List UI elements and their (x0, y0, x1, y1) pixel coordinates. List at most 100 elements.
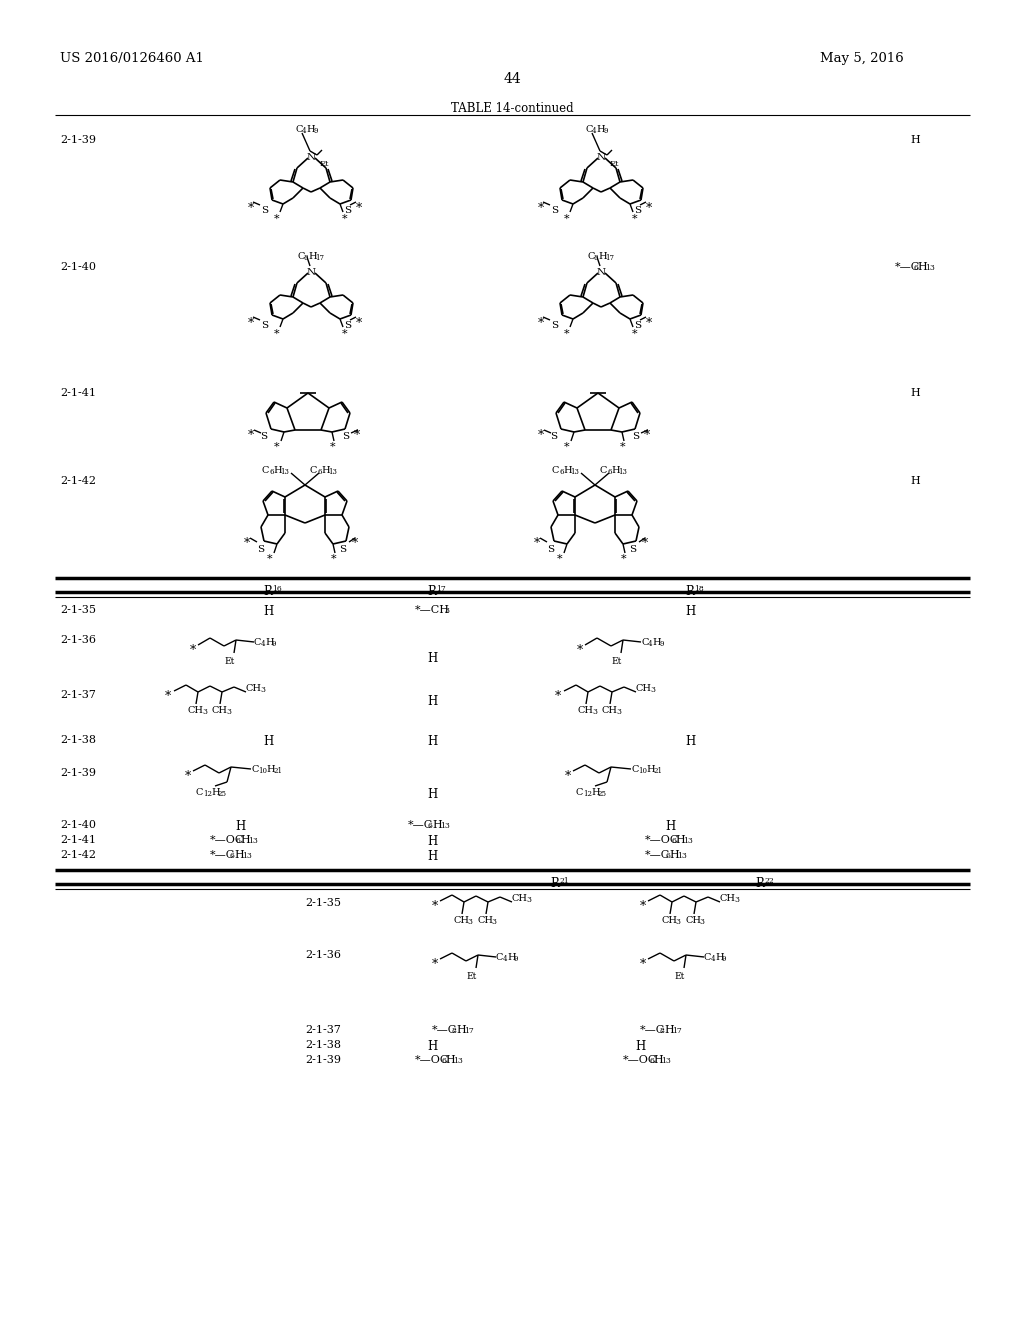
Text: H: H (308, 252, 316, 261)
Text: 2-1-41: 2-1-41 (60, 836, 96, 845)
Text: 13: 13 (677, 851, 687, 861)
Text: *: * (274, 442, 280, 451)
Text: 3: 3 (260, 686, 265, 694)
Text: C: C (641, 638, 648, 647)
Text: *: * (331, 554, 337, 564)
Text: 8: 8 (304, 253, 308, 261)
Text: 9: 9 (514, 954, 518, 964)
Text: 6: 6 (269, 469, 273, 477)
Text: *: * (538, 429, 544, 442)
Text: 4: 4 (592, 127, 597, 135)
Text: *: * (356, 317, 362, 330)
Text: *: * (165, 690, 171, 704)
Text: R: R (551, 876, 559, 890)
Text: 2-1-35: 2-1-35 (60, 605, 96, 615)
Text: 3: 3 (675, 917, 680, 927)
Text: 3: 3 (734, 896, 739, 904)
Text: 13: 13 (440, 822, 450, 830)
Text: H: H (234, 820, 245, 833)
Text: 13: 13 (683, 837, 693, 845)
Text: H: H (635, 1040, 645, 1053)
Text: H: H (427, 696, 437, 708)
Text: 3: 3 (226, 708, 231, 715)
Text: *: * (354, 429, 360, 442)
Text: TABLE 14-continued: TABLE 14-continued (451, 102, 573, 115)
Text: 9: 9 (603, 127, 607, 135)
Text: 6: 6 (671, 837, 676, 845)
Text: H: H (596, 125, 604, 135)
Text: 2-1-40: 2-1-40 (60, 261, 96, 272)
Text: C: C (262, 466, 269, 475)
Text: *: * (244, 537, 250, 550)
Text: H: H (918, 261, 927, 272)
Text: 8: 8 (660, 1027, 665, 1035)
Text: H: H (653, 1055, 663, 1065)
Text: H: H (507, 953, 516, 962)
Text: N: N (307, 268, 316, 277)
Text: 10: 10 (638, 767, 647, 775)
Text: *: * (190, 644, 197, 657)
Text: S: S (344, 206, 351, 215)
Text: 17: 17 (315, 253, 324, 261)
Text: C: C (310, 466, 317, 475)
Text: Et: Et (674, 972, 684, 981)
Text: S: S (261, 206, 268, 215)
Text: *: * (564, 329, 569, 339)
Text: 13: 13 (280, 469, 289, 477)
Text: 6: 6 (441, 1057, 445, 1065)
Text: 13: 13 (925, 264, 935, 272)
Text: 3: 3 (616, 708, 621, 715)
Text: 2-1-37: 2-1-37 (305, 1026, 341, 1035)
Text: 6: 6 (913, 264, 918, 272)
Text: *: * (557, 554, 563, 564)
Text: 25: 25 (218, 789, 227, 799)
Text: *: * (267, 554, 272, 564)
Text: H: H (646, 766, 654, 774)
Text: H: H (265, 638, 273, 647)
Text: S: S (257, 545, 264, 554)
Text: 16: 16 (272, 585, 282, 593)
Text: *: * (646, 317, 652, 330)
Text: *—C: *—C (895, 261, 921, 272)
Text: S: S (551, 206, 558, 215)
Text: *: * (274, 214, 280, 224)
Text: *: * (564, 214, 569, 224)
Text: *: * (538, 202, 544, 215)
Text: H: H (591, 788, 600, 797)
Text: S: S (344, 321, 351, 330)
Text: N: N (597, 153, 606, 162)
Text: 9: 9 (313, 127, 317, 135)
Text: H: H (563, 466, 571, 475)
Text: R: R (685, 585, 694, 598)
Text: S: S (633, 432, 640, 441)
Text: C: C (600, 466, 607, 475)
Text: CH: CH (602, 706, 618, 715)
Text: S: S (260, 432, 267, 441)
Text: H: H (306, 125, 314, 135)
Text: 13: 13 (248, 837, 258, 845)
Text: H: H (910, 477, 920, 486)
Text: 3: 3 (650, 686, 655, 694)
Text: S: S (548, 545, 555, 554)
Text: 4: 4 (302, 127, 306, 135)
Text: *: * (356, 202, 362, 215)
Text: 9: 9 (659, 640, 664, 648)
Text: C: C (496, 953, 504, 962)
Text: *—OC: *—OC (645, 836, 679, 845)
Text: CH: CH (720, 894, 736, 903)
Text: *: * (185, 770, 191, 783)
Text: S: S (551, 432, 557, 441)
Text: H: H (652, 638, 660, 647)
Text: Et: Et (319, 160, 330, 168)
Text: *: * (577, 644, 584, 657)
Text: C: C (295, 125, 302, 135)
Text: Et: Et (224, 657, 234, 667)
Text: *: * (555, 690, 561, 704)
Text: 4: 4 (261, 640, 265, 648)
Text: CH: CH (188, 706, 204, 715)
Text: H: H (273, 466, 282, 475)
Text: N: N (307, 153, 316, 162)
Text: 21: 21 (559, 876, 568, 884)
Text: S: S (630, 545, 637, 554)
Text: *—OC: *—OC (210, 836, 245, 845)
